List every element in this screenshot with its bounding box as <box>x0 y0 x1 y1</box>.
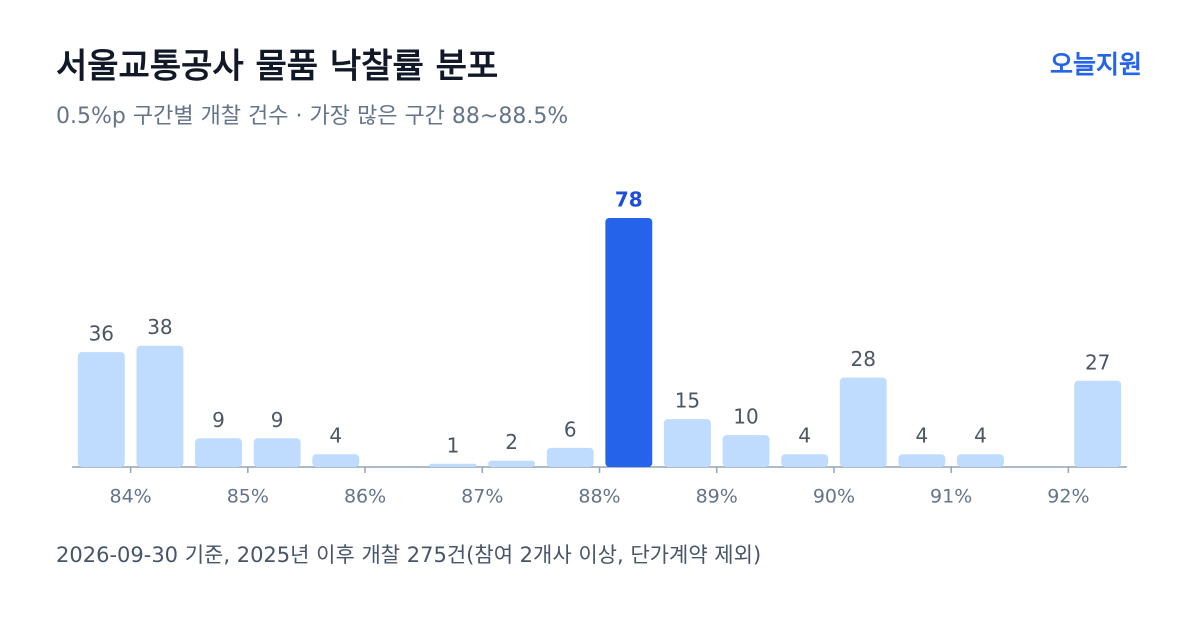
bar <box>312 454 360 467</box>
bar <box>722 435 770 467</box>
bar <box>253 438 301 467</box>
brand: 오늘지원 <box>1050 50 1142 79</box>
x-tick-label: 84% <box>109 486 151 508</box>
bar <box>957 454 1004 467</box>
bar <box>77 352 125 467</box>
x-tick-label: 86% <box>344 486 386 508</box>
value-label: 1 <box>447 433 460 457</box>
value-label: 9 <box>271 408 284 432</box>
value-label: 27 <box>1085 350 1110 374</box>
bar <box>1074 380 1122 467</box>
value-label: 9 <box>212 408 225 432</box>
bar <box>488 460 536 467</box>
bar <box>663 419 711 467</box>
bar <box>136 345 184 467</box>
x-tick-label: 90% <box>813 486 855 508</box>
value-label: 78 <box>615 188 643 212</box>
chart-subtitle: 0.5%p 구간별 개찰 건수 · 가장 많은 구간 88~88.5% <box>56 104 568 129</box>
x-tick-label: 88% <box>578 486 620 508</box>
bar <box>839 377 887 467</box>
value-label: 2 <box>505 430 518 454</box>
value-label: 15 <box>675 389 700 413</box>
x-tick-label: 91% <box>930 486 972 508</box>
x-tick-label: 92% <box>1047 486 1089 508</box>
bar <box>429 463 477 467</box>
value-label: 38 <box>147 315 172 339</box>
bar <box>605 218 653 467</box>
value-label: 6 <box>564 417 577 441</box>
footnote: 2026-09-30 기준, 2025년 이후 개찰 275건(참여 2개사 이… <box>56 543 761 567</box>
value-label: 10 <box>733 405 758 429</box>
bar <box>781 454 829 467</box>
value-label: 4 <box>974 424 987 448</box>
value-label: 4 <box>915 424 928 448</box>
value-label: 28 <box>851 347 876 371</box>
x-tick-label: 89% <box>696 486 738 508</box>
bar <box>546 447 594 467</box>
value-label: 4 <box>329 424 342 448</box>
bar <box>195 438 242 467</box>
value-label: 36 <box>89 322 114 346</box>
bar <box>898 454 946 467</box>
value-label: 4 <box>798 424 811 448</box>
x-tick-label: 87% <box>461 486 503 508</box>
x-tick-label: 85% <box>227 486 269 508</box>
chart-title: 서울교통공사 물품 낙찰률 분포 <box>56 47 498 87</box>
